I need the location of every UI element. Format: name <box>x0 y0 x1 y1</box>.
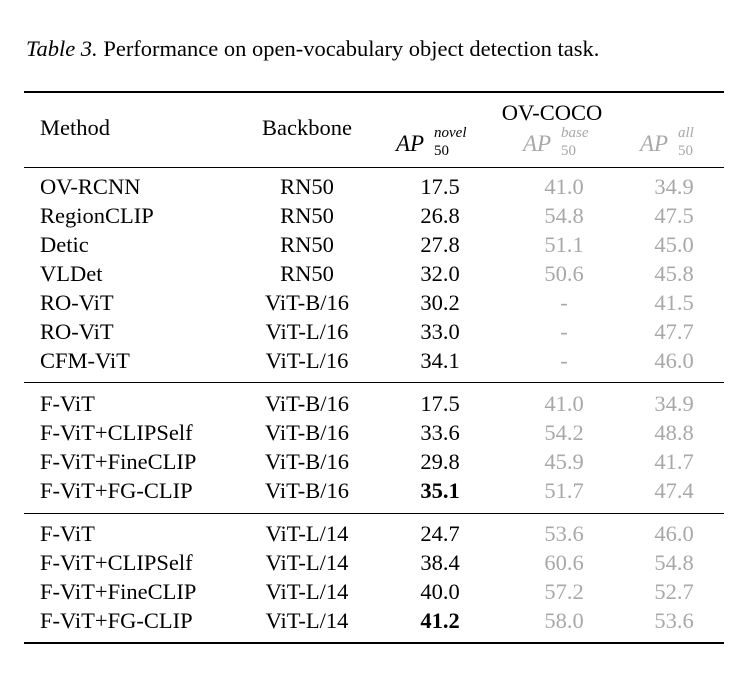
header-method: Method <box>40 115 110 140</box>
row-method: VLDet <box>40 261 103 286</box>
header-ap-novel: AP novel 50 <box>396 125 466 159</box>
row-backbone: ViT-B/16 <box>264 290 350 315</box>
row-backbone: ViT-L/16 <box>265 319 349 344</box>
ap-base-sub: 50 <box>561 143 576 159</box>
table-caption: Table 3. Performance on open-vocabulary … <box>26 36 599 62</box>
row-ap-novel: 24.7 <box>420 521 460 546</box>
row-ap-all: 54.8 <box>654 550 694 575</box>
row-backbone: ViT-L/14 <box>265 608 349 633</box>
ap-novel-base: AP <box>396 131 425 156</box>
row-method: F-ViT+FineCLIP <box>40 579 197 604</box>
ap-all-base: AP <box>640 131 669 156</box>
group-rule-1 <box>24 382 724 383</box>
row-ap-all: 34.9 <box>654 391 694 416</box>
row-ap-all: 41.5 <box>654 290 694 315</box>
row-method: CFM-ViT <box>40 348 130 373</box>
row-ap-base: - <box>560 319 568 344</box>
row-ap-novel: 32.0 <box>420 261 460 286</box>
ap-base-base: AP <box>523 131 552 156</box>
row-ap-novel: 17.5 <box>420 174 460 199</box>
header-backbone: Backbone <box>262 115 352 140</box>
row-ap-base: 51.1 <box>544 232 584 257</box>
ap-novel-sup: novel <box>434 125 467 141</box>
row-backbone: RN50 <box>280 203 334 228</box>
row-ap-all: 47.7 <box>654 319 694 344</box>
group-rule-2 <box>24 513 724 514</box>
caption-text: Performance on open-vocabulary object de… <box>103 36 600 61</box>
row-ap-base: - <box>560 348 568 373</box>
row-ap-all: 47.5 <box>654 203 694 228</box>
bottom-rule <box>24 642 724 644</box>
row-backbone: ViT-L/14 <box>265 579 349 604</box>
row-ap-base: 60.6 <box>544 550 584 575</box>
row-backbone: ViT-L/16 <box>265 348 349 373</box>
row-ap-novel: 34.1 <box>420 348 460 373</box>
row-ap-all: 48.8 <box>654 420 694 445</box>
row-method: F-ViT+FG-CLIP <box>40 478 193 503</box>
row-ap-novel: 27.8 <box>420 232 460 257</box>
row-ap-base: 50.6 <box>544 261 584 286</box>
row-backbone: ViT-B/16 <box>264 391 350 416</box>
row-ap-all: 52.7 <box>654 579 694 604</box>
row-ap-all: 53.6 <box>654 608 694 633</box>
row-ap-base: 51.7 <box>544 478 584 503</box>
row-method: RO-ViT <box>40 319 114 344</box>
row-backbone: RN50 <box>280 261 334 286</box>
row-backbone: ViT-B/16 <box>264 420 350 445</box>
ap-all-sup: all <box>678 125 694 141</box>
row-ap-all: 45.0 <box>654 232 694 257</box>
row-ap-base: 45.9 <box>544 449 584 474</box>
row-ap-base: 41.0 <box>544 174 584 199</box>
row-method: Detic <box>40 232 89 257</box>
row-ap-novel: 33.6 <box>420 420 460 445</box>
row-ap-novel: 17.5 <box>420 391 460 416</box>
row-method: F-ViT+CLIPSelf <box>40 420 193 445</box>
header-ov-coco: OV-COCO <box>501 100 603 125</box>
row-ap-all: 34.9 <box>654 174 694 199</box>
row-method: F-ViT+FG-CLIP <box>40 608 193 633</box>
row-ap-base: 41.0 <box>544 391 584 416</box>
row-ap-novel: 38.4 <box>420 550 460 575</box>
row-ap-base: 58.0 <box>544 608 584 633</box>
row-method: F-ViT+FineCLIP <box>40 449 197 474</box>
ap-novel-sub: 50 <box>434 143 449 159</box>
row-ap-all: 41.7 <box>654 449 694 474</box>
row-backbone: ViT-B/16 <box>264 449 350 474</box>
ap-all-sub: 50 <box>678 143 693 159</box>
row-ap-novel-best: 41.2 <box>420 608 460 633</box>
row-method: RegionCLIP <box>40 203 154 228</box>
row-ap-base: 54.2 <box>544 420 584 445</box>
row-ap-all: 45.8 <box>654 261 694 286</box>
ap-base-sup: base <box>561 125 589 141</box>
row-ap-novel: 33.0 <box>420 319 460 344</box>
row-ap-all: 46.0 <box>654 348 694 373</box>
row-ap-base: 57.2 <box>544 579 584 604</box>
row-ap-all: 47.4 <box>654 478 694 503</box>
row-ap-all: 46.0 <box>654 521 694 546</box>
row-ap-novel: 29.8 <box>420 449 460 474</box>
header-rule <box>24 167 724 168</box>
row-ap-novel: 30.2 <box>420 290 460 315</box>
row-backbone: ViT-L/14 <box>265 521 349 546</box>
top-rule <box>24 91 724 93</box>
header-ap-base: AP base 50 <box>523 125 589 159</box>
row-ap-base: - <box>560 290 568 315</box>
row-method: F-ViT <box>40 391 95 416</box>
row-ap-novel: 40.0 <box>420 579 460 604</box>
row-backbone: RN50 <box>280 174 334 199</box>
row-ap-novel-best: 35.1 <box>420 478 460 503</box>
row-ap-novel: 26.8 <box>420 203 460 228</box>
row-method: F-ViT <box>40 521 95 546</box>
row-ap-base: 54.8 <box>544 203 584 228</box>
row-backbone: ViT-L/14 <box>265 550 349 575</box>
row-method: F-ViT+CLIPSelf <box>40 550 193 575</box>
row-backbone: ViT-B/16 <box>264 478 350 503</box>
row-backbone: RN50 <box>280 232 334 257</box>
row-ap-base: 53.6 <box>544 521 584 546</box>
caption-label: Table 3. <box>26 36 98 61</box>
row-method: OV-RCNN <box>40 174 141 199</box>
row-method: RO-ViT <box>40 290 114 315</box>
header-ap-all: AP all 50 <box>640 125 694 159</box>
